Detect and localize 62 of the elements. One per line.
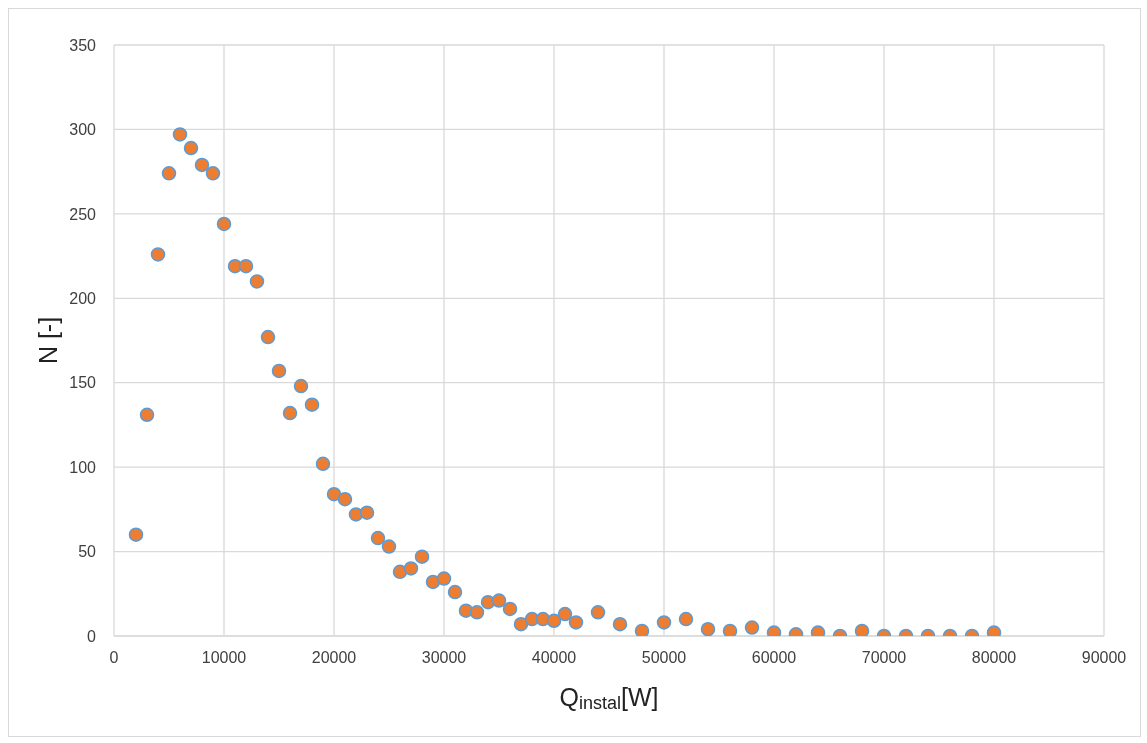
x-tick-label: 30000	[421, 649, 467, 667]
point	[381, 539, 397, 554]
point	[249, 274, 265, 289]
point	[854, 623, 870, 636]
point	[216, 216, 232, 232]
y-tick-label: 100	[69, 458, 97, 476]
point	[304, 397, 320, 412]
point	[172, 127, 188, 142]
point	[337, 491, 353, 507]
x-tick-label: 60000	[751, 649, 797, 667]
point	[282, 405, 298, 421]
point	[150, 247, 166, 262]
point	[634, 623, 650, 636]
y-tick-label: 0	[87, 627, 97, 645]
point	[447, 584, 463, 600]
point	[326, 486, 342, 502]
x-axis-title: Q$_{instal}$[W]	[559, 683, 659, 713]
y-tick-label: 350	[69, 36, 97, 54]
point	[414, 549, 430, 564]
point	[238, 258, 254, 274]
point	[546, 613, 562, 629]
x-tick-label: 10000	[201, 649, 247, 667]
point	[491, 593, 507, 608]
point	[315, 456, 331, 472]
point	[128, 527, 144, 542]
y-tick-label: 300	[69, 121, 97, 139]
x-tick-label: 20000	[311, 649, 357, 667]
y-axis-title: N [-]	[34, 316, 62, 365]
point	[722, 623, 738, 636]
x-tick-label: 0	[109, 649, 119, 667]
point	[436, 571, 452, 586]
point	[205, 166, 221, 181]
point	[194, 157, 210, 173]
y-tick-label: 200	[69, 289, 97, 307]
point	[469, 605, 485, 620]
point	[183, 140, 199, 156]
point	[139, 407, 155, 423]
point	[161, 166, 177, 181]
y-tick-label: 250	[69, 205, 97, 223]
point	[403, 561, 419, 576]
y-tick-label: 150	[69, 374, 97, 392]
point	[557, 606, 573, 622]
point	[502, 601, 518, 617]
x-tick-label: 40000	[531, 649, 577, 667]
point	[656, 615, 672, 630]
point	[513, 616, 529, 632]
x-tick-label: 80000	[971, 649, 1017, 667]
point	[590, 605, 606, 620]
x-tick-label: 50000	[641, 649, 687, 667]
point	[271, 363, 287, 379]
point	[612, 616, 628, 632]
point	[700, 622, 716, 636]
point	[260, 329, 276, 345]
point	[744, 620, 760, 635]
x-tick-label: 70000	[861, 649, 907, 667]
point	[370, 530, 386, 546]
point	[359, 505, 375, 520]
point	[568, 615, 584, 630]
x-tick-label: 90000	[1081, 649, 1127, 667]
point	[293, 378, 309, 394]
point	[678, 611, 694, 627]
y-tick-label: 50	[78, 543, 97, 561]
